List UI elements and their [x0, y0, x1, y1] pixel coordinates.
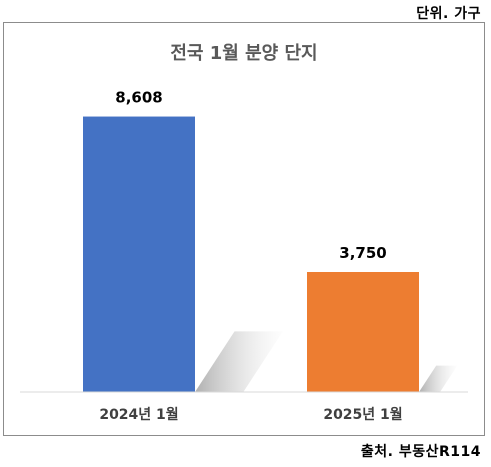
data-labels: 8,608 3,750	[115, 89, 386, 262]
bar-1	[83, 116, 195, 392]
data-label-2: 3,750	[339, 244, 386, 262]
bar-chart: 전국 1월 분양 단지 8,608 3,750 2024년 1월 2025년 1월	[20, 43, 468, 423]
bar-shadow	[419, 365, 458, 392]
category-labels: 2024년 1월 2025년 1월	[99, 406, 402, 423]
chart-title: 전국 1월 분양 단지	[170, 43, 317, 64]
bars	[83, 116, 419, 392]
bar-shadow	[195, 331, 283, 392]
source-label: 출처. 부동산R114	[360, 444, 481, 460]
category-label-1: 2024년 1월	[99, 406, 178, 423]
data-label-1: 8,608	[115, 89, 162, 107]
chart-frame: 전국 1월 분양 단지 8,608 3,750 2024년 1월 2025년 1월	[3, 22, 485, 436]
unit-label: 단위. 가구	[416, 6, 481, 22]
bar-2	[307, 272, 419, 392]
bar-shadows	[195, 331, 458, 392]
category-label-2: 2025년 1월	[323, 406, 402, 423]
